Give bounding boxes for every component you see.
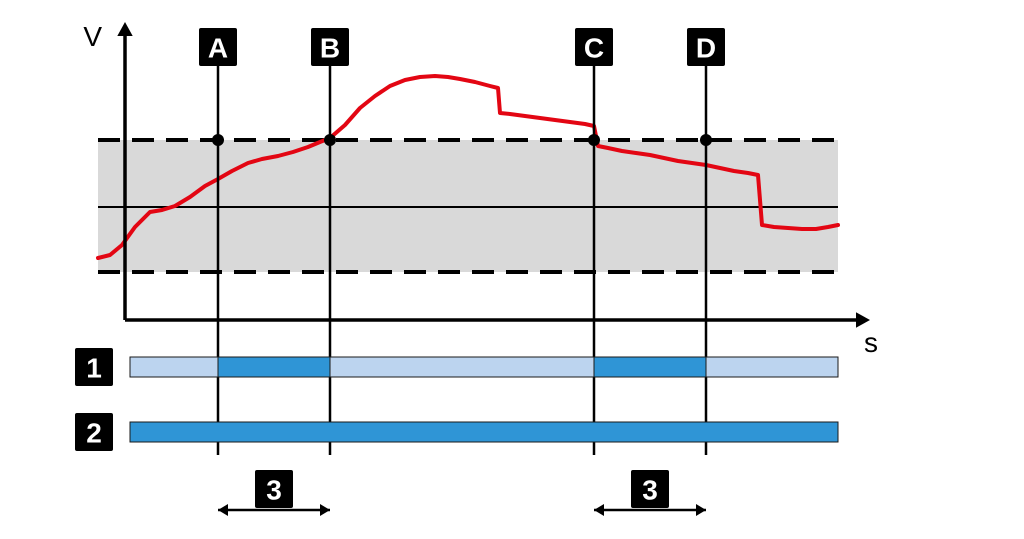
row2-bar	[130, 422, 838, 442]
marker-label-c: C	[575, 28, 613, 66]
svg-text:A: A	[208, 33, 228, 64]
svg-text:3: 3	[642, 475, 658, 506]
svg-text:C: C	[584, 33, 604, 64]
row-label-2: 2	[75, 413, 113, 451]
marker-dot-c	[588, 134, 600, 146]
y-axis-label: V	[83, 21, 102, 52]
svg-text:1: 1	[86, 353, 102, 384]
marker-label-d: D	[687, 28, 725, 66]
marker-dot-a	[212, 134, 224, 146]
x-axis-label: s	[864, 327, 878, 358]
marker-dot-d	[700, 134, 712, 146]
marker-label-b: B	[311, 28, 349, 66]
svg-text:2: 2	[86, 418, 102, 449]
row1-bar-seg-2	[594, 357, 706, 377]
span-label-3l: 3	[255, 470, 293, 508]
span-label-3r: 3	[631, 470, 669, 508]
svg-text:B: B	[320, 33, 340, 64]
marker-dot-b	[324, 134, 336, 146]
svg-text:3: 3	[266, 475, 282, 506]
marker-label-a: A	[199, 28, 237, 66]
row-label-1: 1	[75, 348, 113, 386]
svg-text:D: D	[696, 33, 716, 64]
row1-bar-seg-1	[218, 357, 330, 377]
